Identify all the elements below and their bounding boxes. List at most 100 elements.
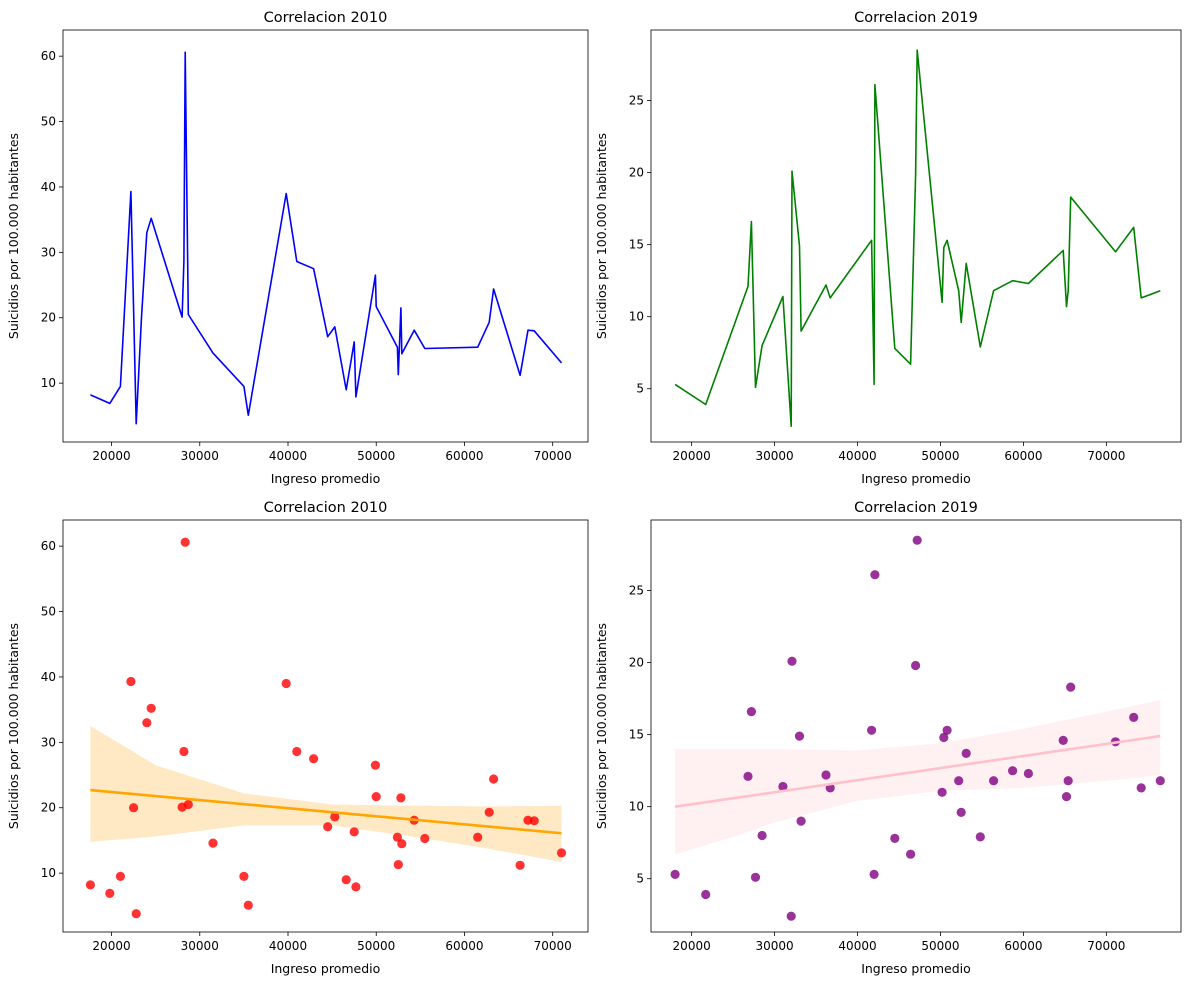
scatter-2010-y-tick-label: 50 bbox=[41, 605, 56, 619]
scatter-2019-data-point bbox=[890, 833, 900, 844]
scatter-2010-data-point bbox=[129, 803, 139, 813]
scatter-2019-y-tick-label: 5 bbox=[636, 872, 644, 886]
scatter-2019-x-tick-label: 20000 bbox=[673, 939, 711, 953]
scatter-2010-data-point bbox=[281, 678, 291, 689]
scatter-2019-data-point bbox=[954, 776, 964, 786]
line-2019-y-tick-label: 10 bbox=[629, 310, 644, 324]
scatter-2019-data-point bbox=[757, 830, 767, 841]
scatter-2010-plot-frame bbox=[62, 519, 589, 933]
scatter-2019-data-point bbox=[1023, 768, 1033, 779]
line-2010-y-tick-label: 10 bbox=[41, 376, 56, 390]
scatter-2019-confidence-band bbox=[675, 700, 1161, 855]
scatter-2019-data-point bbox=[796, 816, 806, 826]
line-2010-x-tick-label: 60000 bbox=[445, 449, 483, 463]
scatter-2010-data-point bbox=[142, 718, 152, 728]
scatter-2019-x-tick-label: 60000 bbox=[1004, 939, 1042, 953]
scatter-2010-x-tick-label: 30000 bbox=[181, 939, 219, 953]
scatter-2019-data-point bbox=[937, 787, 947, 797]
scatter-2019-y-axis-label: Suicidios por 100.000 habitantes bbox=[594, 623, 609, 829]
scatter-2010-data-point bbox=[309, 754, 319, 764]
scatter-2019-data-point bbox=[869, 869, 879, 880]
line-2010-x-tick-label: 40000 bbox=[269, 449, 307, 463]
scatter-2010-x-tick-label: 40000 bbox=[269, 939, 307, 953]
scatter-2019-data-point bbox=[1058, 735, 1068, 746]
scatter-2010-data-point bbox=[183, 799, 193, 810]
scatter-2010-data-point bbox=[393, 860, 403, 870]
scatter-2010-data-point bbox=[420, 833, 430, 844]
scatter-2010-data-point bbox=[105, 888, 115, 899]
scatter-2019-x-tick-label: 50000 bbox=[921, 939, 959, 953]
line-2010-y-tick-label: 20 bbox=[41, 311, 56, 325]
scatter-2010-data-point bbox=[179, 746, 189, 757]
line-2019-x-tick-label: 50000 bbox=[921, 449, 959, 463]
scatter-2010-data-point bbox=[351, 882, 361, 892]
scatter-2010-data-point bbox=[126, 676, 136, 687]
scatter-2010-data-point bbox=[529, 816, 539, 826]
scatter-2010-title: Correlacion 2010 bbox=[264, 500, 388, 516]
scatter-2019-data-point bbox=[1008, 766, 1018, 776]
line-2019-y-tick-label: 25 bbox=[629, 94, 644, 108]
scatter-2019-data-point bbox=[1136, 783, 1146, 793]
line-2010-plot-frame bbox=[62, 29, 589, 443]
scatter-chart-2019: Correlacion 2019 Ingreso promedio Suicidio… bbox=[594, 500, 1182, 976]
scatter-2010-data-point bbox=[515, 860, 525, 870]
scatter-2010-y-tick-label: 10 bbox=[41, 866, 56, 880]
scatter-2019-data-point bbox=[794, 731, 805, 741]
scatter-2010-x-tick-label: 20000 bbox=[92, 939, 130, 953]
scatter-2010-data-point bbox=[239, 871, 249, 882]
scatter-2019-y-tick-label: 10 bbox=[629, 800, 644, 814]
scatter-2010-data-point bbox=[323, 822, 333, 832]
line-2010-y-tick-label: 30 bbox=[41, 245, 56, 259]
scatter-2010-data-point bbox=[131, 909, 141, 919]
scatter-2019-data-point bbox=[1155, 776, 1165, 786]
scatter-2019-data-point bbox=[743, 771, 753, 782]
scatter-2010-data-point bbox=[349, 827, 359, 837]
scatter-2019-data-point bbox=[821, 770, 831, 780]
scatter-2019-data-point bbox=[1129, 712, 1139, 723]
line-2010-x-tick-label: 30000 bbox=[181, 449, 219, 463]
line-2019-x-tick-label: 70000 bbox=[1087, 449, 1125, 463]
scatter-2019-data-point bbox=[701, 889, 711, 900]
scatter-2019-title: Correlacion 2019 bbox=[854, 500, 978, 516]
line-2019-x-tick-label: 20000 bbox=[673, 449, 711, 463]
scatter-2019-data-point bbox=[870, 570, 880, 580]
scatter-2010-data-point bbox=[396, 793, 406, 803]
scatter-2019-x-tick-label: 70000 bbox=[1087, 939, 1125, 953]
line-2019-y-tick-label: 20 bbox=[629, 166, 644, 180]
scatter-2010-x-tick-label: 70000 bbox=[534, 939, 572, 953]
scatter-2019-data-point bbox=[939, 732, 949, 743]
scatter-2019-data-point bbox=[961, 748, 971, 759]
scatter-2010-data-point bbox=[292, 746, 302, 757]
scatter-2010-regression-line bbox=[90, 788, 562, 835]
scatter-2019-data-point bbox=[746, 707, 757, 717]
scatter-2019-y-tick-label: 25 bbox=[629, 584, 644, 598]
scatter-2010-y-axis-label: Suicidios por 100.000 habitantes bbox=[6, 623, 21, 829]
line-2019-x-tick-label: 60000 bbox=[1004, 449, 1042, 463]
scatter-2019-data-point bbox=[912, 535, 922, 545]
scatter-2010-data-point bbox=[397, 839, 407, 849]
line-2019-plot-frame bbox=[650, 29, 1182, 443]
line-2010-series-line bbox=[90, 51, 563, 425]
scatter-2010-x-axis-label: Ingreso promedio bbox=[271, 961, 381, 976]
scatter-2010-data-point bbox=[556, 848, 567, 858]
line-2019-y-axis-label: Suicidios por 100.000 habitantes bbox=[594, 133, 609, 339]
line-chart-2019: Correlacion 2019 Ingreso promedio Suicidio… bbox=[594, 10, 1182, 486]
line-2010-x-tick-label: 70000 bbox=[534, 449, 572, 463]
scatter-2019-data-point bbox=[911, 660, 921, 671]
scatter-2010-confidence-band bbox=[90, 726, 562, 862]
scatter-2010-data-point bbox=[115, 871, 125, 882]
scatter-2019-plot-frame bbox=[650, 519, 1182, 933]
scatter-2010-data-point bbox=[392, 832, 402, 842]
line-2019-x-tick-label: 40000 bbox=[838, 449, 876, 463]
line-2019-y-tick-label: 5 bbox=[636, 382, 644, 396]
scatter-2010-data-point bbox=[370, 760, 380, 770]
scatter-2010-y-tick-label: 60 bbox=[41, 539, 56, 553]
scatter-2019-y-tick-label: 15 bbox=[629, 728, 644, 742]
scatter-2019-data-point bbox=[1063, 776, 1073, 786]
scatter-2019-data-point bbox=[787, 656, 797, 666]
line-2019-title: Correlacion 2019 bbox=[854, 10, 978, 26]
scatter-2010-data-point bbox=[330, 812, 340, 822]
scatter-2010-data-point bbox=[489, 774, 499, 784]
scatter-2010-data-point bbox=[208, 838, 218, 848]
scatter-2019-data-point bbox=[867, 725, 877, 735]
